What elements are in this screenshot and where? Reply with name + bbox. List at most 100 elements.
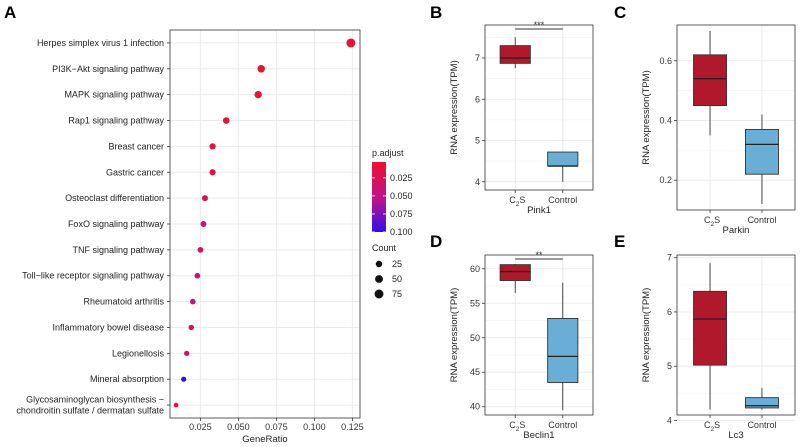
- group-label-treatment: C2S: [509, 195, 525, 208]
- significance-stars: **: [535, 250, 543, 260]
- color-legend-ticks: 0.025 0.050 0.075 0.100: [372, 173, 413, 237]
- data-point: [181, 376, 187, 382]
- y-axis-title: RNA expression(TPM): [641, 288, 652, 383]
- y-tick-label: 7: [475, 53, 480, 63]
- data-point: [200, 221, 207, 227]
- data-point: [188, 324, 195, 331]
- x-tick-label: 0.100: [303, 422, 326, 432]
- group-label-treatment-main: C: [704, 420, 711, 430]
- boxplot-lc3: 4 5 6 7 C2S Control Lc3 RNA expression(TPM): [641, 253, 796, 441]
- gene-name-label: Beclin1: [523, 430, 554, 441]
- y-tick-label: 7: [667, 253, 672, 263]
- size-legend-dot: [375, 260, 383, 268]
- y-axis-title: RNA expression(TPM): [641, 70, 652, 165]
- group-label-treatment-main: C: [509, 195, 516, 205]
- category-label: FoxO signaling pathway: [68, 219, 165, 229]
- panel-letter-d: D: [430, 232, 442, 251]
- y-axis-title: RNA expression(TPM): [449, 60, 460, 155]
- plot-frame: [484, 24, 594, 191]
- gridlines: [170, 30, 360, 418]
- data-point: [254, 90, 262, 99]
- group-label-control: Control: [548, 195, 577, 205]
- data-point: [209, 169, 216, 176]
- category-label: Gastric cancer: [106, 167, 164, 177]
- y-tick-label: 4: [475, 177, 480, 187]
- y-category-labels: Herpes simplex virus 1 infection PI3K−Akt…: [16, 38, 170, 416]
- category-label: Breast cancer: [108, 141, 164, 151]
- y-tick-label: 0.2: [659, 175, 672, 185]
- category-label: MAPK signaling pathway: [64, 90, 164, 100]
- box: [693, 54, 728, 107]
- gene-name-label: Parkin: [723, 225, 750, 236]
- size-legend-label: 25: [392, 259, 402, 269]
- group-label-control: Control: [747, 420, 776, 430]
- color-tick-label: 0.050: [390, 191, 413, 201]
- panel-letter-c: C: [614, 3, 626, 22]
- group-label-treatment-main: C: [509, 420, 516, 430]
- category-label: Mineral absorption: [90, 374, 164, 384]
- x-tick-label: 0.025: [189, 422, 212, 432]
- y-tick-label: 60: [470, 264, 480, 274]
- box: [744, 397, 779, 409]
- group-label-treatment-tail: S: [519, 195, 525, 205]
- panel-letter-a: A: [4, 3, 16, 22]
- category-label: Rheumatoid arthritis: [83, 297, 164, 307]
- category-label: Legionellosis: [112, 348, 165, 358]
- size-legend-dot: [374, 289, 384, 299]
- dotplot-panel: Herpes simplex virus 1 infection PI3K−Akt…: [16, 29, 413, 445]
- size-legend-dot: [375, 275, 383, 283]
- size-legend-label: 75: [392, 289, 402, 299]
- group-label-treatment: C2S: [704, 215, 720, 228]
- x-tick-label: 0.125: [341, 422, 364, 432]
- box: [499, 45, 531, 64]
- category-label: Herpes simplex virus 1 infection: [37, 38, 164, 48]
- category-label: Rap1 signaling pathway: [68, 116, 164, 126]
- size-legend-title: Count: [372, 243, 397, 253]
- category-label: Inflammatory bowel disease: [52, 322, 164, 332]
- group-label-control: Control: [747, 215, 776, 225]
- y-tick-label: 50: [470, 333, 480, 343]
- x-tick-labels: 0.025 0.050 0.075 0.100 0.125: [189, 418, 364, 432]
- box: [499, 264, 531, 281]
- color-tick-label: 0.025: [390, 173, 413, 183]
- data-point: [190, 298, 196, 305]
- y-tick-label: 6: [475, 94, 480, 104]
- x-tick-label: 0.075: [265, 422, 288, 432]
- x-axis-title: GeneRatio: [242, 434, 287, 445]
- box: [547, 151, 579, 167]
- category-label: Glycosaminoglycan biosynthesis −: [26, 395, 164, 405]
- category-label: chondroitin sulfate / dermatan sulfate: [16, 406, 164, 416]
- data-point: [194, 272, 201, 279]
- y-tick-label: 45: [470, 367, 480, 377]
- color-tick-label: 0.100: [390, 227, 413, 237]
- data-point: [257, 65, 265, 73]
- plot-frame: [676, 254, 796, 416]
- group-label-control: Control: [548, 420, 577, 430]
- y-axis-title: RNA expression(TPM): [449, 288, 460, 383]
- panel-letter-e: E: [614, 232, 625, 251]
- data-point: [346, 38, 356, 48]
- plot-background: [677, 25, 795, 210]
- panel-letter-b: B: [430, 3, 442, 22]
- group-label-treatment-tail: S: [714, 420, 720, 430]
- category-label: Osteoclast differentiation: [65, 193, 164, 203]
- data-point: [184, 350, 190, 356]
- y-tick-label: 4: [667, 415, 672, 425]
- size-legend-label: 50: [392, 274, 402, 284]
- group-label-treatment-tail: S: [519, 420, 525, 430]
- plot-frame: [676, 24, 796, 211]
- data-point: [201, 195, 208, 202]
- data-point: [222, 117, 230, 124]
- group-label-treatment: C2S: [509, 420, 525, 433]
- y-tick-label: 6: [667, 307, 672, 317]
- data-point: [197, 246, 204, 253]
- size-legend: Count 25 50 75: [372, 243, 402, 299]
- color-tick-label: 0.075: [390, 209, 413, 219]
- y-tick-label: 5: [475, 136, 480, 146]
- group-label-treatment-subscript: 2: [516, 426, 520, 433]
- y-tick-label: 5: [667, 361, 672, 371]
- y-tick-label: 40: [470, 402, 480, 412]
